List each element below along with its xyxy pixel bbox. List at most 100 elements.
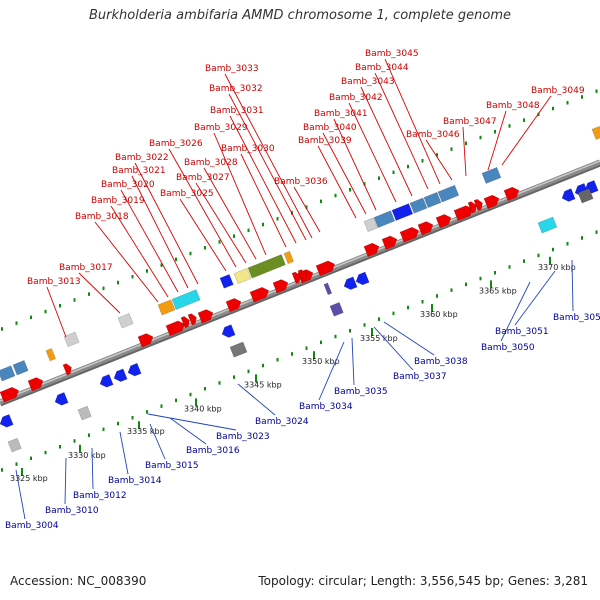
reverse-gene-label: Bamb_3014 bbox=[108, 476, 162, 486]
forward-gene-label-leader bbox=[322, 132, 367, 215]
feature-block bbox=[45, 348, 56, 362]
forward-gene-label: Bamb_3026 bbox=[149, 139, 203, 149]
forward-gene-label: Bamb_3031 bbox=[210, 106, 264, 116]
reverse-gene-arrow bbox=[99, 374, 114, 388]
forward-gene-arrow bbox=[503, 186, 520, 202]
forward-gene-label: Bamb_3042 bbox=[329, 93, 383, 103]
forward-gene-label: Bamb_3022 bbox=[115, 153, 169, 163]
scale-label: 3330 kbp bbox=[68, 451, 106, 460]
forward-gene-label-leader bbox=[462, 126, 467, 177]
reverse-gene-label-leader bbox=[237, 383, 276, 416]
scale-label: 3365 kbp bbox=[479, 286, 517, 295]
forward-gene-label: Bamb_3028 bbox=[184, 158, 238, 168]
forward-gene-label: Bamb_3020 bbox=[101, 180, 155, 190]
forward-gene-label-leader bbox=[487, 110, 507, 171]
scale-label: 3345 kbp bbox=[244, 380, 282, 389]
forward-gene-arrow bbox=[381, 235, 398, 250]
feature-block bbox=[12, 360, 29, 376]
forward-gene-label-leader bbox=[179, 198, 227, 272]
scale-label: 3325 kbp bbox=[10, 474, 48, 483]
forward-gene-label-leader bbox=[120, 189, 179, 293]
forward-gene-label: Bamb_3029 bbox=[194, 123, 248, 133]
forward-gene-label: Bamb_3032 bbox=[209, 84, 263, 94]
forward-gene-label-leader bbox=[240, 153, 287, 248]
reverse-gene-label-leader bbox=[351, 337, 355, 386]
forward-gene-arrow bbox=[453, 205, 474, 222]
forward-gene-label-leader bbox=[501, 95, 552, 166]
reverse-gene-label: Bamb_3050 bbox=[481, 343, 535, 353]
scale-label: 3340 kbp bbox=[184, 404, 222, 413]
reverse-gene-label-leader bbox=[64, 457, 67, 505]
forward-gene-label-leader bbox=[46, 286, 67, 338]
forward-gene-label: Bamb_3047 bbox=[443, 117, 497, 127]
reverse-gene-label-leader bbox=[383, 321, 435, 356]
forward-gene-label: Bamb_3040 bbox=[303, 123, 357, 133]
forward-gene-label-leader bbox=[228, 93, 307, 241]
scale-label: 3370 kbp bbox=[538, 263, 576, 272]
feature-block bbox=[577, 188, 594, 204]
forward-gene-label-leader bbox=[168, 148, 237, 268]
feature-block bbox=[391, 203, 414, 221]
forward-gene-label-leader bbox=[94, 221, 159, 303]
forward-gene-label: Bamb_3041 bbox=[314, 109, 368, 119]
forward-gene-label: Bamb_3048 bbox=[486, 101, 540, 111]
feature-block bbox=[591, 125, 600, 140]
reverse-gene-arrow bbox=[113, 368, 128, 382]
forward-gene-label-leader bbox=[203, 167, 257, 260]
reverse-gene-label: Bamb_3051 bbox=[495, 327, 549, 337]
forward-gene-label-leader bbox=[348, 102, 397, 203]
reverse-gene-label-leader bbox=[91, 447, 94, 490]
forward-gene-arrow bbox=[27, 377, 44, 392]
forward-gene-arrow bbox=[225, 298, 242, 313]
scale-label: 3355 kbp bbox=[360, 334, 398, 343]
forward-gene-label: Bamb_3030 bbox=[221, 144, 275, 154]
forward-gene-label-leader bbox=[134, 162, 199, 285]
reverse-gene-label-leader bbox=[318, 341, 345, 401]
feature-block bbox=[77, 405, 92, 421]
topology-label: Topology: circular; Length: 3,556,545 bp… bbox=[258, 574, 588, 588]
reverse-gene-arrow bbox=[355, 271, 370, 286]
reverse-gene-arrow bbox=[343, 276, 358, 290]
forward-gene-label: Bamb_3019 bbox=[91, 196, 145, 206]
reverse-gene-arrow bbox=[0, 414, 14, 428]
feature-block bbox=[373, 210, 396, 229]
reverse-gene-label-leader bbox=[514, 270, 556, 326]
forward-gene-arrow bbox=[435, 214, 452, 229]
reverse-gene-label-leader bbox=[571, 259, 574, 312]
reverse-gene-label: Bamb_3038 bbox=[414, 357, 468, 367]
feature-block bbox=[229, 341, 248, 358]
forward-gene-label-leader bbox=[333, 118, 377, 211]
feature-block bbox=[219, 274, 234, 289]
forward-gene-label: Bamb_3025 bbox=[160, 189, 214, 199]
feature-block bbox=[409, 197, 428, 214]
reverse-gene-label: Bamb_3035 bbox=[334, 387, 388, 397]
reverse-gene-arrow bbox=[54, 392, 69, 406]
forward-gene-label: Bamb_3036 bbox=[274, 177, 328, 187]
reverse-gene-label: Bamb_3023 bbox=[216, 432, 270, 442]
feature-block bbox=[537, 216, 558, 234]
forward-gene-arrow bbox=[187, 313, 197, 326]
forward-gene-arrow bbox=[483, 194, 500, 210]
map-title: Burkholderia ambifaria AMMD chromosome 1… bbox=[88, 8, 512, 23]
reverse-gene-label-leader bbox=[15, 469, 26, 520]
forward-gene-label: Bamb_3044 bbox=[355, 63, 409, 73]
forward-gene-label-leader bbox=[78, 272, 121, 314]
feature-block bbox=[7, 437, 22, 453]
forward-gene-label-leader bbox=[317, 145, 357, 219]
accession-label: Accession: NC_008390 bbox=[10, 574, 147, 588]
reverse-gene-label-leader bbox=[149, 423, 166, 460]
forward-gene-label-leader bbox=[425, 139, 453, 181]
feature-block bbox=[0, 365, 16, 382]
forward-gene-arrow bbox=[180, 316, 190, 329]
forward-gene-label-leader bbox=[131, 175, 189, 289]
forward-gene-label: Bamb_3043 bbox=[341, 77, 395, 87]
reverse-gene-label: Bamb_3004 bbox=[5, 521, 59, 531]
reverse-gene-label-leader bbox=[500, 281, 531, 342]
forward-gene-label: Bamb_3049 bbox=[531, 86, 585, 96]
forward-gene-arrow bbox=[165, 320, 186, 337]
reverse-gene-label: Bamb_3012 bbox=[73, 491, 127, 501]
forward-gene-arrow bbox=[399, 226, 420, 243]
feature-block bbox=[247, 254, 286, 279]
forward-gene-arrow bbox=[197, 309, 214, 324]
